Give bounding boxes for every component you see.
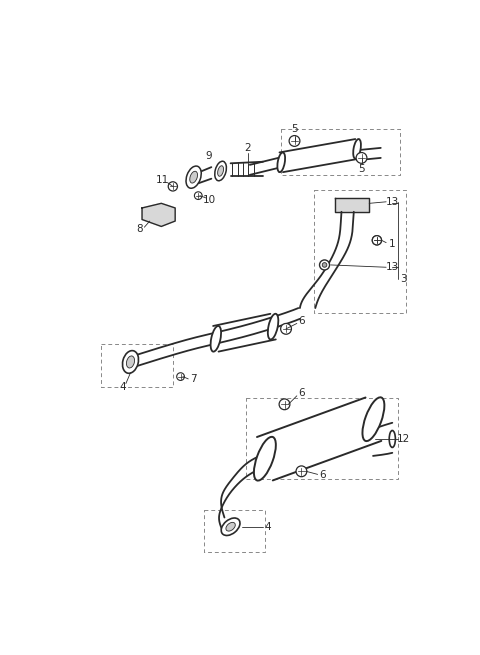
Text: 8: 8	[136, 224, 143, 234]
Circle shape	[279, 399, 290, 409]
Ellipse shape	[186, 166, 201, 188]
Ellipse shape	[226, 523, 235, 531]
Circle shape	[356, 153, 367, 163]
Ellipse shape	[362, 398, 384, 441]
Text: 6: 6	[298, 316, 305, 326]
Circle shape	[372, 236, 382, 245]
Ellipse shape	[268, 314, 278, 339]
Ellipse shape	[322, 263, 327, 267]
Polygon shape	[335, 198, 369, 212]
Ellipse shape	[122, 350, 139, 373]
Ellipse shape	[277, 153, 285, 172]
Circle shape	[289, 136, 300, 146]
Circle shape	[194, 192, 202, 200]
Ellipse shape	[215, 161, 227, 181]
Text: 13: 13	[385, 196, 399, 207]
Circle shape	[281, 324, 291, 334]
Text: 11: 11	[156, 176, 169, 185]
Ellipse shape	[211, 326, 221, 352]
Text: 12: 12	[397, 434, 410, 444]
Text: 10: 10	[203, 195, 216, 205]
Text: 4: 4	[120, 382, 126, 392]
Text: 5: 5	[291, 124, 298, 134]
Circle shape	[372, 236, 382, 245]
Ellipse shape	[254, 437, 276, 481]
Ellipse shape	[320, 260, 330, 270]
Text: 6: 6	[298, 388, 305, 398]
Text: 1: 1	[389, 239, 396, 249]
Circle shape	[177, 373, 184, 381]
Ellipse shape	[126, 356, 134, 368]
Ellipse shape	[389, 430, 396, 447]
Text: 2: 2	[244, 143, 251, 153]
Text: 7: 7	[191, 374, 197, 384]
Circle shape	[168, 182, 178, 191]
Polygon shape	[142, 203, 175, 227]
Ellipse shape	[217, 166, 224, 176]
Ellipse shape	[190, 171, 197, 183]
Text: 9: 9	[206, 151, 212, 160]
Text: 6: 6	[320, 470, 326, 480]
Text: 4: 4	[264, 522, 271, 532]
Ellipse shape	[353, 139, 361, 159]
Text: 13: 13	[385, 262, 399, 272]
Ellipse shape	[221, 518, 240, 536]
Circle shape	[296, 466, 307, 477]
Text: 5: 5	[358, 164, 365, 174]
Text: 3: 3	[400, 274, 407, 284]
